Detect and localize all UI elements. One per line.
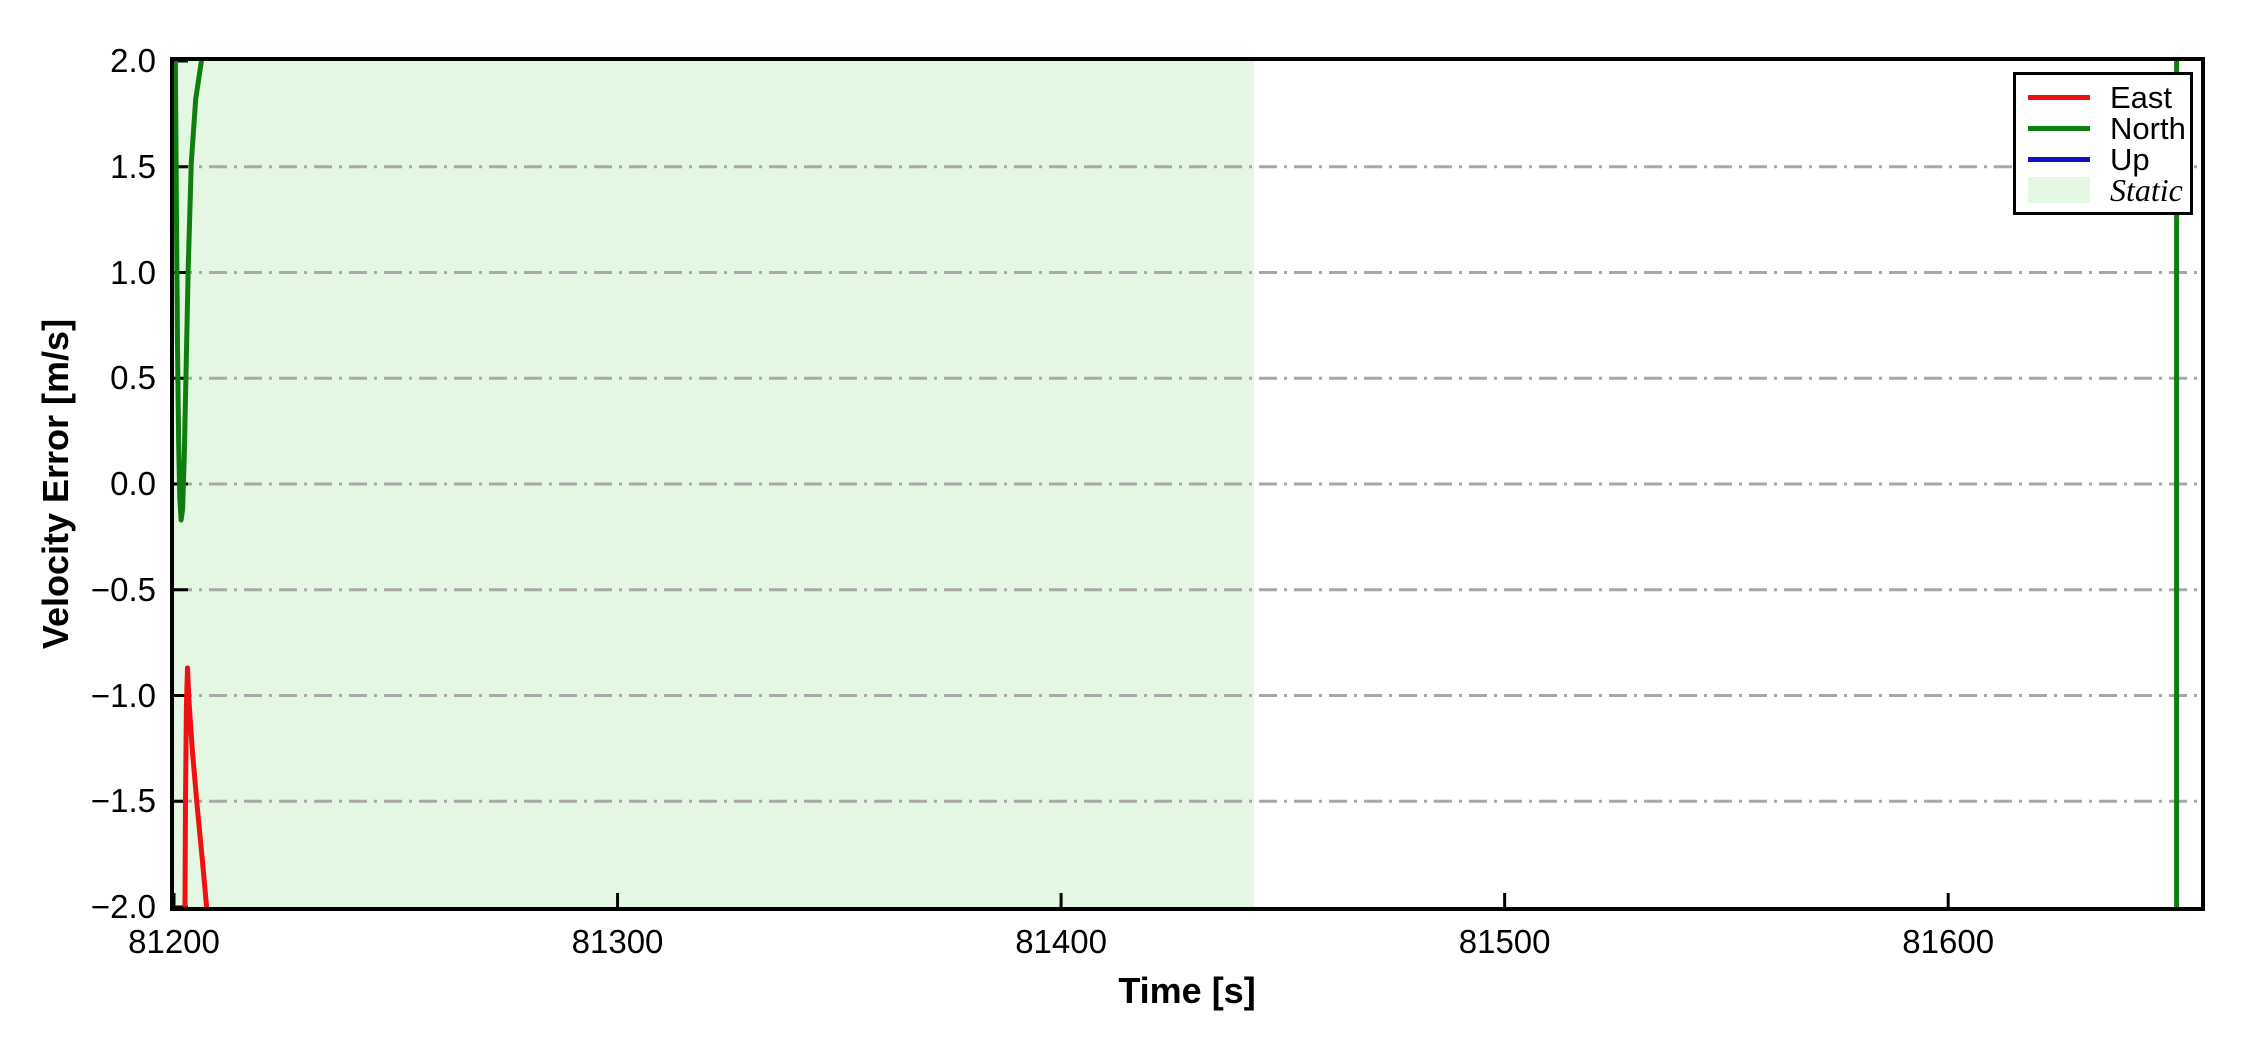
x-tick-label: 81400 <box>1015 923 1107 960</box>
y-tick-label: −0.5 <box>90 570 156 608</box>
plot-area <box>170 57 2205 911</box>
legend-row-static: Static <box>2028 171 2190 208</box>
legend-row-north: North <box>2028 113 2190 144</box>
east-line-swatch <box>2028 94 2090 100</box>
legend-row-up: Up <box>2028 144 2190 175</box>
series-north <box>174 61 204 523</box>
legend-label-north: North <box>2110 110 2186 146</box>
static-patch-swatch <box>2028 177 2090 203</box>
y-tick-label: 1.5 <box>110 147 156 185</box>
x-axis-label: Time [s] <box>1118 970 1256 1011</box>
x-tick-label: 81300 <box>571 923 664 960</box>
legend-label-east: East <box>2110 79 2173 115</box>
y-tick-label: −1.0 <box>90 676 156 714</box>
x-tick-label: 81200 <box>128 923 220 960</box>
legend-label-static: Static <box>2110 171 2183 208</box>
legend: East North Up Static <box>2013 72 2193 215</box>
legend-row-east: East <box>2028 82 2190 113</box>
y-tick-label: 1.0 <box>110 253 156 291</box>
plot-canvas <box>174 61 2201 907</box>
y-tick-label: 0.0 <box>110 465 156 502</box>
y-tick-label: −2.0 <box>90 888 156 925</box>
up-line-swatch <box>2028 156 2090 162</box>
y-tick-label: 0.5 <box>110 359 156 397</box>
x-tick-label: 81600 <box>1902 923 1995 960</box>
y-tick-label: −1.5 <box>90 782 156 820</box>
legend-label-up: Up <box>2110 141 2150 177</box>
series-east <box>182 665 210 907</box>
north-line-swatch <box>2028 125 2090 131</box>
x-tick-label: 81500 <box>1458 923 1551 960</box>
y-tick-label: 2.0 <box>110 42 156 79</box>
